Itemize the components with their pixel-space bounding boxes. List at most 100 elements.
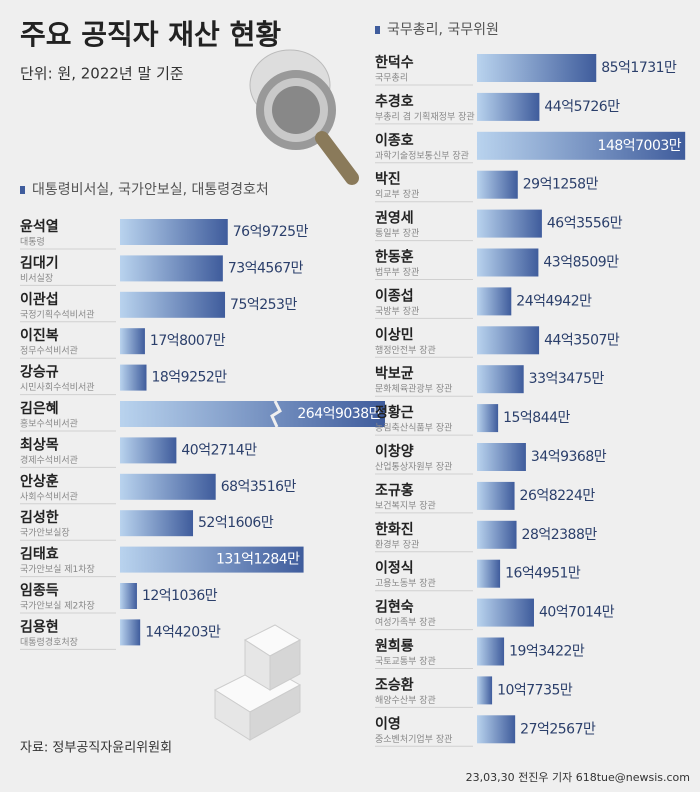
- value-label: 85억1731만: [601, 60, 677, 76]
- name: 이상민: [375, 326, 414, 343]
- value-label: 19억3422만: [509, 644, 585, 660]
- value-label: 264억9038만: [297, 406, 381, 422]
- name: 이창양: [375, 443, 414, 460]
- role: 국정기획수석비서관: [20, 308, 95, 320]
- bar: [477, 326, 540, 355]
- bar: [120, 401, 385, 427]
- value-label: 40억2714만: [181, 442, 257, 458]
- name: 김태효: [20, 546, 59, 563]
- name: 이관섭: [20, 291, 59, 308]
- value-label: 73억4567만: [228, 260, 304, 276]
- name: 박진: [375, 171, 401, 188]
- value-label: 10억7735만: [497, 682, 573, 698]
- value-label: 16억4951만: [505, 566, 581, 582]
- role: 비서실장: [20, 273, 53, 284]
- bar: [120, 510, 194, 537]
- value-label: 24억4942만: [516, 293, 592, 309]
- bar: [120, 473, 216, 500]
- role: 대통령경호처장: [20, 636, 78, 648]
- bar: [477, 170, 518, 199]
- value-label: 26억8224만: [520, 488, 596, 504]
- role: 국토교통부 장관: [375, 656, 436, 667]
- bar: [120, 364, 147, 391]
- role: 국가안보실 제1차장: [20, 563, 95, 575]
- role: 여성가족부 장관: [375, 616, 436, 628]
- role: 국무총리: [375, 73, 408, 84]
- role: 행정안전부 장관: [375, 344, 436, 356]
- role: 정무수석비서관: [20, 346, 78, 357]
- name: 임종득: [20, 583, 59, 599]
- name: 김현숙: [375, 599, 414, 616]
- name: 권영세: [375, 210, 414, 227]
- axis-break: [270, 400, 282, 428]
- name: 김성한: [20, 509, 59, 526]
- bar: [120, 219, 228, 245]
- name: 이종섭: [375, 287, 414, 304]
- bar: [477, 54, 597, 82]
- bar: [120, 255, 223, 282]
- name: 김은혜: [20, 400, 59, 417]
- name: 박보균: [375, 365, 414, 382]
- value-label: 40억7014만: [539, 605, 615, 621]
- role: 산업통상자원부 장관: [375, 462, 452, 473]
- name: 정황근: [375, 404, 414, 421]
- value-label: 34억9368만: [531, 449, 607, 465]
- value-label: 76억9725만: [233, 224, 309, 240]
- value-label: 18억9252만: [151, 370, 227, 386]
- role: 외교부 장관: [375, 188, 419, 200]
- value-label: 43억8509만: [543, 255, 619, 271]
- credit: 23,03,30 전진우 기자 618tue@newsis.com: [466, 771, 690, 784]
- bar: [477, 365, 524, 394]
- role: 경제수석비서관: [20, 454, 78, 466]
- name: 한동훈: [375, 249, 414, 266]
- bar: [477, 92, 540, 121]
- value-label: 131억1284만: [216, 552, 300, 568]
- value-label: 52억1606만: [198, 515, 274, 531]
- value-label: 44억5726만: [544, 99, 620, 115]
- bar: [120, 437, 177, 464]
- value-label: 14억4203만: [145, 624, 221, 640]
- role: 대통령: [20, 236, 45, 248]
- bar: [477, 559, 501, 588]
- name: 추경호: [375, 93, 414, 110]
- name: 이영: [375, 715, 401, 732]
- name: 한덕수: [375, 54, 414, 71]
- section-marker: [20, 186, 25, 194]
- role: 국가안보실장: [20, 528, 70, 539]
- value-label: 15억844만: [503, 410, 570, 426]
- bar: [477, 131, 686, 160]
- value-label: 75억253만: [230, 297, 297, 313]
- bar: [477, 520, 517, 549]
- value-label: 17억8007만: [150, 333, 226, 349]
- source: 자료: 정부공직자윤리위원회: [20, 741, 172, 756]
- bar: [477, 676, 493, 705]
- value-label: 44억3507만: [544, 332, 620, 348]
- name: 최상목: [20, 437, 59, 453]
- bar: [477, 715, 516, 744]
- value-label: 29억1258만: [523, 177, 599, 193]
- value-label: 33억3475만: [529, 371, 605, 387]
- role: 환경부 장관: [375, 538, 419, 550]
- bar: [477, 637, 505, 666]
- decor-magnifier: [249, 49, 359, 185]
- name: 강승규: [20, 364, 59, 381]
- role: 과학기술정보통신부 장관: [375, 150, 469, 161]
- name: 이종호: [375, 132, 414, 149]
- bar: [477, 404, 499, 433]
- name: 윤석열: [20, 218, 59, 235]
- role: 고용노동부 장관: [375, 578, 436, 589]
- bar: [477, 443, 526, 471]
- role: 사회수석비서관: [20, 491, 78, 502]
- value-label: 148억7003만: [598, 138, 682, 154]
- bar: [120, 291, 226, 318]
- role: 홍보수석비서관: [20, 418, 78, 430]
- role: 시민사회수석비서관: [20, 382, 95, 393]
- bar: [477, 248, 539, 277]
- decor-bills: [213, 624, 302, 741]
- section-title: 대통령비서실, 국가안보실, 대통령경호처: [32, 182, 269, 198]
- section-title: 국무총리, 국무위원: [387, 22, 499, 38]
- name: 안상훈: [20, 473, 59, 490]
- section-marker: [375, 26, 380, 34]
- name: 이진복: [20, 327, 59, 344]
